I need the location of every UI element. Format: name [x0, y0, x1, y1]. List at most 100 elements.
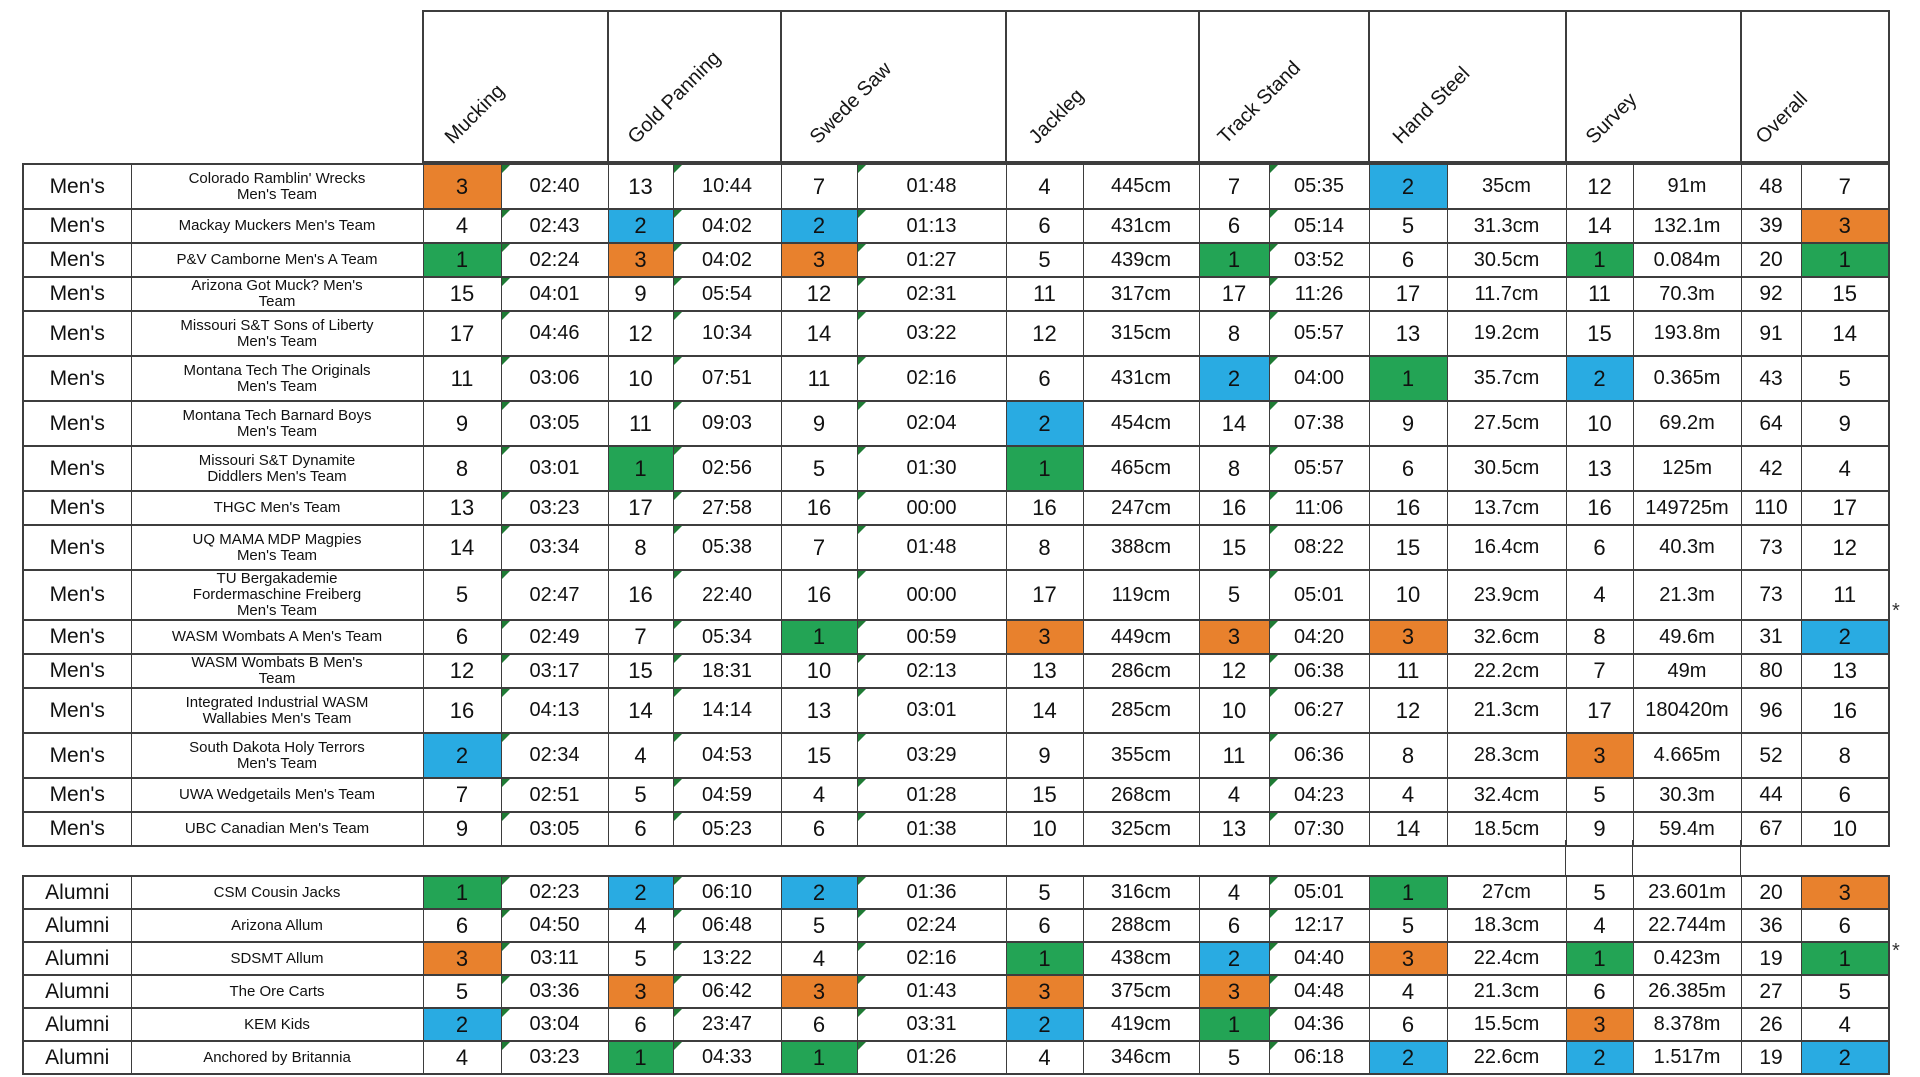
event-rank-cell[interactable]: 17: [607, 490, 674, 526]
event-value-cell[interactable]: 02:24: [500, 242, 609, 278]
team-cell[interactable]: Anchored by Britannia: [130, 1040, 424, 1075]
event-rank-cell[interactable]: 6: [1368, 445, 1448, 492]
event-value-cell[interactable]: 01:43: [856, 974, 1007, 1009]
overall-rank-cell[interactable]: 17: [1800, 490, 1890, 526]
team-cell[interactable]: UWA Wedgetails Men's Team: [130, 777, 424, 813]
event-rank-cell[interactable]: 3: [422, 163, 502, 210]
event-value-cell[interactable]: 91m: [1632, 163, 1742, 210]
event-rank-cell[interactable]: 6: [1005, 908, 1084, 943]
event-rank-cell[interactable]: 4: [607, 908, 674, 943]
event-rank-cell[interactable]: 3: [422, 941, 502, 976]
overall-points-cell[interactable]: 67: [1740, 811, 1802, 847]
event-value-cell[interactable]: 27:58: [672, 490, 782, 526]
event-rank-cell[interactable]: 10: [607, 355, 674, 402]
event-value-cell[interactable]: 22:40: [672, 569, 782, 621]
event-value-cell[interactable]: 03:04: [500, 1007, 609, 1042]
event-rank-cell[interactable]: 5: [1005, 242, 1084, 278]
overall-rank-cell[interactable]: 7: [1800, 163, 1890, 210]
event-value-cell[interactable]: 69.2m: [1632, 400, 1742, 447]
category-cell[interactable]: Men's: [22, 619, 132, 655]
category-cell[interactable]: Alumni: [22, 974, 132, 1009]
event-value-cell[interactable]: 0.084m: [1632, 242, 1742, 278]
column-header-overall[interactable]: Overall: [1740, 10, 1890, 163]
event-rank-cell[interactable]: 1: [422, 242, 502, 278]
event-rank-cell[interactable]: 6: [1198, 908, 1270, 943]
event-value-cell[interactable]: 288cm: [1082, 908, 1200, 943]
event-value-cell[interactable]: 03:22: [856, 310, 1007, 357]
overall-rank-cell[interactable]: 9: [1800, 400, 1890, 447]
event-value-cell[interactable]: 04:23: [1268, 777, 1370, 813]
team-cell[interactable]: Mackay Muckers Men's Team: [130, 208, 424, 244]
event-value-cell[interactable]: 03:17: [500, 653, 609, 689]
event-rank-cell[interactable]: 10: [1368, 569, 1448, 621]
event-rank-cell[interactable]: 8: [1198, 310, 1270, 357]
event-value-cell[interactable]: 02:56: [672, 445, 782, 492]
event-value-cell[interactable]: 32.6cm: [1446, 619, 1567, 655]
event-rank-cell[interactable]: 6: [1368, 1007, 1448, 1042]
overall-points-cell[interactable]: 36: [1740, 908, 1802, 943]
event-rank-cell[interactable]: 15: [1368, 524, 1448, 571]
team-cell[interactable]: UBC Canadian Men's Team: [130, 811, 424, 847]
event-value-cell[interactable]: 13:22: [672, 941, 782, 976]
event-rank-cell[interactable]: 4: [422, 1040, 502, 1075]
column-header-hand-steel[interactable]: Hand Steel: [1368, 10, 1567, 163]
overall-points-cell[interactable]: 110: [1740, 490, 1802, 526]
overall-rank-cell[interactable]: 16: [1800, 687, 1890, 734]
category-cell[interactable]: Men's: [22, 400, 132, 447]
event-value-cell[interactable]: 01:48: [856, 163, 1007, 210]
event-rank-cell[interactable]: 6: [607, 811, 674, 847]
team-cell[interactable]: CSM Cousin Jacks: [130, 875, 424, 910]
event-rank-cell[interactable]: 16: [1005, 490, 1084, 526]
overall-rank-cell[interactable]: 2: [1800, 619, 1890, 655]
event-value-cell[interactable]: 355cm: [1082, 732, 1200, 779]
team-cell[interactable]: Missouri S&T Dynamite Diddlers Men's Tea…: [130, 445, 424, 492]
event-value-cell[interactable]: 438cm: [1082, 941, 1200, 976]
event-rank-cell[interactable]: 7: [1565, 653, 1634, 689]
event-rank-cell[interactable]: 2: [607, 875, 674, 910]
event-value-cell[interactable]: 40.3m: [1632, 524, 1742, 571]
event-rank-cell[interactable]: 3: [607, 242, 674, 278]
event-value-cell[interactable]: 18.3cm: [1446, 908, 1567, 943]
overall-rank-cell[interactable]: 3: [1800, 875, 1890, 910]
event-rank-cell[interactable]: 15: [1198, 524, 1270, 571]
event-rank-cell[interactable]: 12: [1368, 687, 1448, 734]
event-rank-cell[interactable]: 13: [1368, 310, 1448, 357]
event-value-cell[interactable]: 11:06: [1268, 490, 1370, 526]
event-value-cell[interactable]: 346cm: [1082, 1040, 1200, 1075]
category-cell[interactable]: Men's: [22, 276, 132, 312]
team-cell[interactable]: WASM Wombats B Men's Team: [130, 653, 424, 689]
event-rank-cell[interactable]: 5: [1368, 908, 1448, 943]
event-rank-cell[interactable]: 13: [422, 490, 502, 526]
team-cell[interactable]: Arizona Got Muck? Men's Team: [130, 276, 424, 312]
event-rank-cell[interactable]: 6: [422, 908, 502, 943]
event-value-cell[interactable]: 419cm: [1082, 1007, 1200, 1042]
overall-rank-cell[interactable]: 6: [1800, 908, 1890, 943]
event-value-cell[interactable]: 07:51: [672, 355, 782, 402]
event-value-cell[interactable]: 21.3m: [1632, 569, 1742, 621]
event-value-cell[interactable]: 193.8m: [1632, 310, 1742, 357]
event-value-cell[interactable]: 06:27: [1268, 687, 1370, 734]
event-value-cell[interactable]: 03:23: [500, 1040, 609, 1075]
event-value-cell[interactable]: 11:26: [1268, 276, 1370, 312]
event-rank-cell[interactable]: 7: [607, 619, 674, 655]
column-header-mucking[interactable]: Mucking: [422, 10, 609, 163]
event-rank-cell[interactable]: 16: [422, 687, 502, 734]
event-rank-cell[interactable]: 2: [1368, 1040, 1448, 1075]
event-value-cell[interactable]: 01:38: [856, 811, 1007, 847]
event-rank-cell[interactable]: 15: [607, 653, 674, 689]
event-value-cell[interactable]: 247cm: [1082, 490, 1200, 526]
overall-rank-cell[interactable]: 13: [1800, 653, 1890, 689]
event-rank-cell[interactable]: 5: [422, 569, 502, 621]
event-value-cell[interactable]: 01:13: [856, 208, 1007, 244]
overall-points-cell[interactable]: 27: [1740, 974, 1802, 1009]
event-value-cell[interactable]: 05:57: [1268, 310, 1370, 357]
category-cell[interactable]: Men's: [22, 208, 132, 244]
event-rank-cell[interactable]: 4: [1565, 908, 1634, 943]
overall-points-cell[interactable]: 96: [1740, 687, 1802, 734]
event-rank-cell[interactable]: 6: [1005, 355, 1084, 402]
event-value-cell[interactable]: 05:01: [1268, 875, 1370, 910]
event-rank-cell[interactable]: 10: [780, 653, 858, 689]
event-rank-cell[interactable]: 7: [422, 777, 502, 813]
event-rank-cell[interactable]: 13: [780, 687, 858, 734]
category-cell[interactable]: Men's: [22, 310, 132, 357]
